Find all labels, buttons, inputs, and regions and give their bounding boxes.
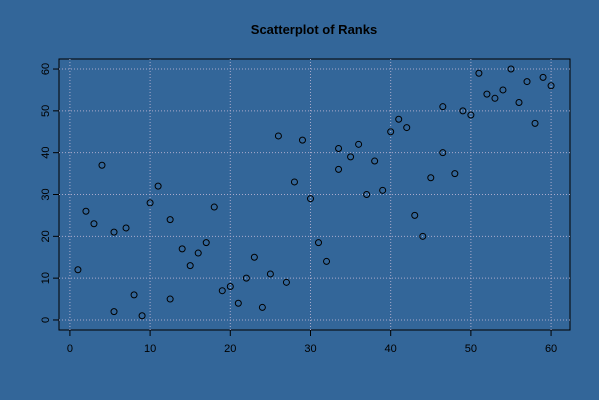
point bbox=[194, 249, 202, 257]
y-tick-label: 0 bbox=[40, 317, 52, 323]
point bbox=[483, 90, 491, 98]
point bbox=[355, 140, 363, 148]
point bbox=[419, 232, 427, 240]
point bbox=[258, 303, 266, 311]
point bbox=[439, 103, 447, 111]
y-tick-label: 10 bbox=[40, 272, 52, 284]
point bbox=[266, 270, 274, 278]
point bbox=[154, 182, 162, 190]
point bbox=[250, 253, 258, 261]
point bbox=[306, 195, 314, 203]
point bbox=[74, 266, 82, 274]
point bbox=[379, 186, 387, 194]
point bbox=[427, 174, 435, 182]
point bbox=[491, 94, 499, 102]
point bbox=[166, 216, 174, 224]
point bbox=[387, 128, 395, 136]
x-tick-label: 0 bbox=[67, 343, 73, 355]
point bbox=[531, 119, 539, 127]
point bbox=[274, 132, 282, 140]
point bbox=[90, 220, 98, 228]
point bbox=[298, 136, 306, 144]
point bbox=[234, 299, 242, 307]
y-tick-label: 20 bbox=[40, 230, 52, 242]
point bbox=[395, 115, 403, 123]
point bbox=[166, 295, 174, 303]
point bbox=[210, 203, 218, 211]
point bbox=[186, 262, 194, 270]
y-tick-label: 30 bbox=[40, 188, 52, 200]
point bbox=[110, 228, 118, 236]
point bbox=[411, 211, 419, 219]
point bbox=[178, 245, 186, 253]
y-tick-label: 50 bbox=[40, 105, 52, 117]
point bbox=[335, 165, 343, 173]
point bbox=[82, 207, 90, 215]
point bbox=[499, 86, 507, 94]
point bbox=[475, 69, 483, 77]
point bbox=[315, 239, 323, 247]
point bbox=[363, 191, 371, 198]
y-tick-label: 60 bbox=[40, 63, 52, 75]
point bbox=[218, 287, 226, 295]
x-tick-label: 20 bbox=[224, 343, 236, 355]
point bbox=[539, 73, 547, 81]
point bbox=[403, 124, 411, 132]
point bbox=[335, 144, 343, 152]
x-tick-label: 50 bbox=[465, 343, 477, 355]
chart-title: Scatterplot of Ranks bbox=[251, 22, 377, 37]
point bbox=[138, 312, 146, 320]
point bbox=[323, 257, 331, 265]
point bbox=[459, 107, 467, 115]
y-tick-label: 40 bbox=[40, 147, 52, 159]
point bbox=[146, 199, 154, 207]
point bbox=[130, 291, 138, 299]
point bbox=[467, 111, 475, 119]
point bbox=[523, 78, 531, 86]
x-tick-label: 40 bbox=[385, 343, 397, 355]
point bbox=[507, 65, 515, 73]
point bbox=[110, 308, 118, 316]
point bbox=[451, 170, 459, 178]
point bbox=[98, 161, 106, 169]
point bbox=[202, 239, 210, 247]
x-tick-label: 10 bbox=[144, 343, 156, 355]
point bbox=[439, 149, 447, 157]
point bbox=[226, 283, 234, 291]
point bbox=[242, 274, 250, 282]
x-tick-label: 60 bbox=[545, 343, 557, 355]
point bbox=[371, 157, 379, 165]
point bbox=[347, 153, 355, 161]
point bbox=[290, 178, 298, 186]
x-tick-label: 30 bbox=[304, 343, 316, 355]
point bbox=[282, 278, 290, 286]
point bbox=[122, 224, 130, 232]
point bbox=[515, 98, 523, 106]
point bbox=[547, 82, 555, 90]
